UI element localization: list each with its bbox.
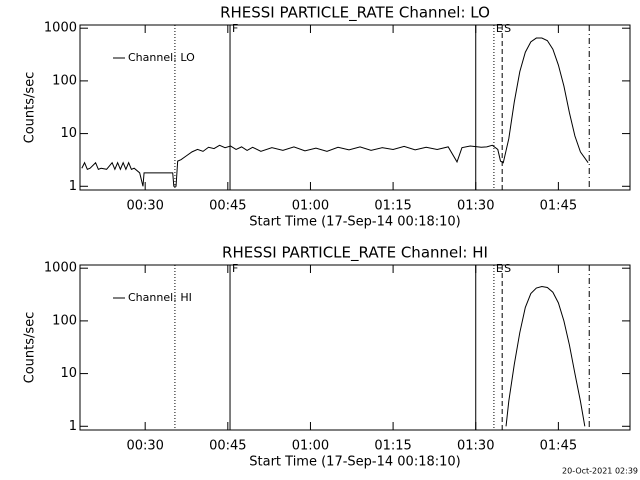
- y-tick-label: 1: [69, 179, 77, 194]
- x-tick-label: 01:45: [540, 199, 577, 214]
- timestamp: 20-Oct-2021 02:39: [562, 467, 638, 476]
- y-tick-label: 1000: [44, 261, 77, 276]
- y-tick-label: 100: [52, 313, 77, 328]
- x-tick-label: 01:45: [540, 439, 577, 454]
- x-tick-label: 00:45: [209, 439, 246, 454]
- chart-title: RHESSI PARTICLE_RATE Channel: HI: [222, 244, 488, 263]
- x-tick-label: 00:30: [126, 439, 163, 454]
- x-tick-label: 01:30: [457, 439, 494, 454]
- plot-frame: [79, 264, 631, 431]
- marker-label: F: [232, 262, 238, 275]
- legend-label: Channel: LO: [128, 51, 195, 64]
- y-tick-label: 10: [60, 126, 77, 141]
- plot-frame: [79, 24, 631, 191]
- marker-label: E: [496, 22, 503, 35]
- x-tick-label: 01:00: [292, 199, 329, 214]
- marker-label: S: [504, 262, 511, 275]
- y-tick-label: 1: [69, 419, 77, 434]
- y-tick-label: 10: [60, 366, 77, 381]
- x-tick-label: 01:30: [457, 199, 494, 214]
- marker-label: S: [504, 22, 511, 35]
- x-tick-label: 00:45: [209, 199, 246, 214]
- marker-label: F: [232, 22, 238, 35]
- chart-title: RHESSI PARTICLE_RATE Channel: LO: [220, 4, 490, 23]
- y-tick-label: 100: [52, 73, 77, 88]
- y-axis-label: Counts/sec: [23, 72, 38, 144]
- y-tick-label: 1000: [44, 21, 77, 36]
- x-axis-label: Start Time (17-Sep-14 00:18:10): [249, 455, 460, 470]
- y-axis-label: Counts/sec: [23, 312, 38, 384]
- x-axis-label: Start Time (17-Sep-14 00:18:10): [249, 215, 460, 230]
- x-tick-label: 01:15: [374, 439, 411, 454]
- marker-label: E: [496, 262, 503, 275]
- x-tick-label: 00:30: [126, 199, 163, 214]
- legend-label: Channel: HI: [128, 291, 192, 304]
- series-line: [81, 37, 589, 187]
- x-tick-label: 01:15: [374, 199, 411, 214]
- series-line: [505, 285, 586, 427]
- x-tick-label: 01:00: [292, 439, 329, 454]
